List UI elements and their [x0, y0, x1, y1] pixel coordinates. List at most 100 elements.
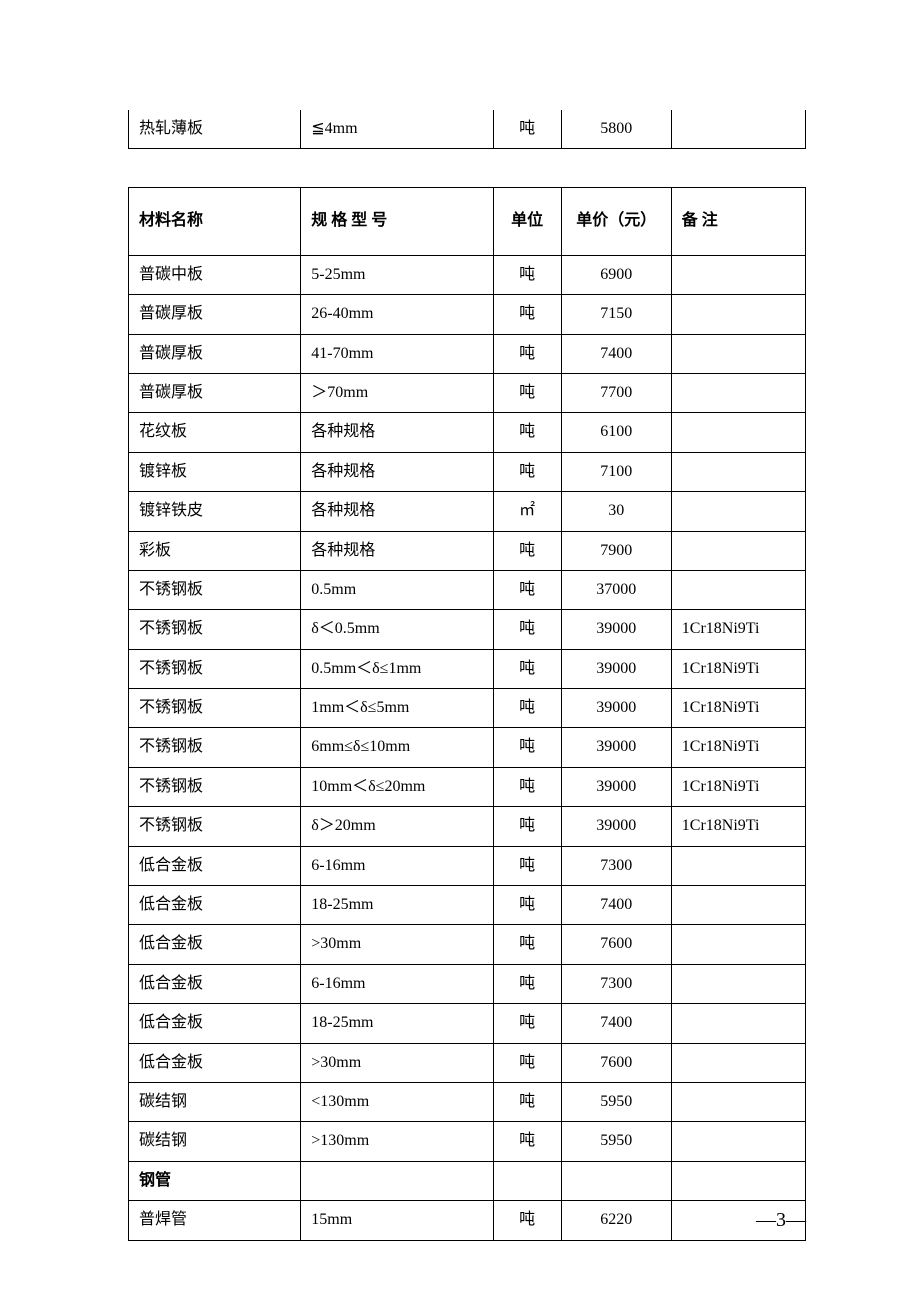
- cell-name: 普碳厚板: [129, 295, 301, 334]
- table-row: 不锈钢板1mm＜δ≤5mm吨390001Cr18Ni9Ti: [129, 689, 806, 728]
- materials-table: 材料名称 规 格 型 号 单位 单价（元） 备 注 普碳中板5-25mm吨690…: [128, 187, 806, 1240]
- table-row: 热轧薄板 ≦4mm 吨 5800: [129, 110, 806, 149]
- cell-name: 碳结钢: [129, 1122, 301, 1161]
- cell-name: 普焊管: [129, 1201, 301, 1240]
- cell-remark: [671, 295, 805, 334]
- cell-remark: [671, 413, 805, 452]
- cell-price: 39000: [561, 689, 671, 728]
- table-row: 钢管: [129, 1161, 806, 1200]
- cell-remark: 1Cr18Ni9Ti: [671, 807, 805, 846]
- cell-remark: 1Cr18Ni9Ti: [671, 649, 805, 688]
- cell-spec: 各种规格: [301, 531, 493, 570]
- cell-price: 39000: [561, 728, 671, 767]
- table-row: 碳结钢<130mm吨5950: [129, 1082, 806, 1121]
- cell-price: 37000: [561, 570, 671, 609]
- cell-remark: [671, 255, 805, 294]
- cell-price: 39000: [561, 610, 671, 649]
- cell-remark: [671, 110, 805, 149]
- cell-spec: <130mm: [301, 1082, 493, 1121]
- cell-remark: [671, 1082, 805, 1121]
- cell-spec: δ＞20mm: [301, 807, 493, 846]
- cell-unit: 吨: [493, 1201, 561, 1240]
- cell-spec: 5-25mm: [301, 255, 493, 294]
- cell-price: 7600: [561, 925, 671, 964]
- cell-name: 普碳厚板: [129, 334, 301, 373]
- cell-name: 花纹板: [129, 413, 301, 452]
- cell-name: 镀锌板: [129, 452, 301, 491]
- cell-price: 7700: [561, 373, 671, 412]
- cell-price: 7400: [561, 334, 671, 373]
- cell-remark: [671, 925, 805, 964]
- table-row: 不锈钢板10mm＜δ≤20mm吨390001Cr18Ni9Ti: [129, 767, 806, 806]
- cell-name: 不锈钢板: [129, 610, 301, 649]
- cell-unit: 吨: [493, 255, 561, 294]
- cell-price: 5950: [561, 1122, 671, 1161]
- cell-spec: 6-16mm: [301, 964, 493, 1003]
- cell-spec: 各种规格: [301, 492, 493, 531]
- cell-remark: [671, 1161, 805, 1200]
- table-row: 低合金板>30mm吨7600: [129, 1043, 806, 1082]
- cell-unit: 吨: [493, 570, 561, 609]
- header-price: 单价（元）: [561, 188, 671, 255]
- cell-spec: [301, 1161, 493, 1200]
- cell-price: 7600: [561, 1043, 671, 1082]
- cell-remark: [671, 373, 805, 412]
- cell-price: 30: [561, 492, 671, 531]
- cell-unit: 吨: [493, 1122, 561, 1161]
- cell-price: 39000: [561, 767, 671, 806]
- cell-spec: 41-70mm: [301, 334, 493, 373]
- cell-unit: 吨: [493, 452, 561, 491]
- cell-remark: 1Cr18Ni9Ti: [671, 728, 805, 767]
- cell-unit: 吨: [493, 1043, 561, 1082]
- cell-price: 39000: [561, 649, 671, 688]
- cell-spec: 6mm≤δ≤10mm: [301, 728, 493, 767]
- cell-unit: 吨: [493, 689, 561, 728]
- cell-unit: 吨: [493, 925, 561, 964]
- cell-spec: 10mm＜δ≤20mm: [301, 767, 493, 806]
- cell-unit: ㎡: [493, 492, 561, 531]
- cell-price: 39000: [561, 807, 671, 846]
- cell-unit: 吨: [493, 728, 561, 767]
- cell-name: 热轧薄板: [129, 110, 301, 149]
- cell-price: 7300: [561, 964, 671, 1003]
- table-row: 普碳厚板26-40mm吨7150: [129, 295, 806, 334]
- cell-remark: [671, 1122, 805, 1161]
- cell-name: 碳结钢: [129, 1082, 301, 1121]
- page-number: ―3―: [756, 1209, 806, 1232]
- cell-name: 不锈钢板: [129, 689, 301, 728]
- cell-remark: [671, 1043, 805, 1082]
- cell-remark: [671, 964, 805, 1003]
- table-row: 镀锌板各种规格吨7100: [129, 452, 806, 491]
- table-row: 普碳厚板41-70mm吨7400: [129, 334, 806, 373]
- table-row: 普焊管15mm吨6220: [129, 1201, 806, 1240]
- table-row: 低合金板18-25mm吨7400: [129, 1004, 806, 1043]
- cell-spec: 26-40mm: [301, 295, 493, 334]
- cell-name: 不锈钢板: [129, 807, 301, 846]
- cell-spec: >30mm: [301, 1043, 493, 1082]
- cell-name: 低合金板: [129, 925, 301, 964]
- cell-spec: 1mm＜δ≤5mm: [301, 689, 493, 728]
- cell-unit: 吨: [493, 1004, 561, 1043]
- cell-unit: 吨: [493, 110, 561, 149]
- table-row: 低合金板6-16mm吨7300: [129, 964, 806, 1003]
- cell-name: 不锈钢板: [129, 767, 301, 806]
- table-row: 碳结钢>130mm吨5950: [129, 1122, 806, 1161]
- cell-spec: 各种规格: [301, 452, 493, 491]
- cell-remark: 1Cr18Ni9Ti: [671, 689, 805, 728]
- cell-remark: [671, 886, 805, 925]
- cell-remark: [671, 570, 805, 609]
- cell-name: 镀锌铁皮: [129, 492, 301, 531]
- cell-name: 低合金板: [129, 1043, 301, 1082]
- cell-price: 6220: [561, 1201, 671, 1240]
- cell-price: 7400: [561, 1004, 671, 1043]
- cell-spec: 0.5mm＜δ≤1mm: [301, 649, 493, 688]
- table-row: 不锈钢板0.5mm＜δ≤1mm吨390001Cr18Ni9Ti: [129, 649, 806, 688]
- cell-price: [561, 1161, 671, 1200]
- cell-remark: [671, 452, 805, 491]
- cell-spec: 18-25mm: [301, 886, 493, 925]
- header-spec: 规 格 型 号: [301, 188, 493, 255]
- table-row: 不锈钢板δ＜0.5mm吨390001Cr18Ni9Ti: [129, 610, 806, 649]
- cell-remark: [671, 846, 805, 885]
- cell-name: 低合金板: [129, 886, 301, 925]
- cell-price: 5950: [561, 1082, 671, 1121]
